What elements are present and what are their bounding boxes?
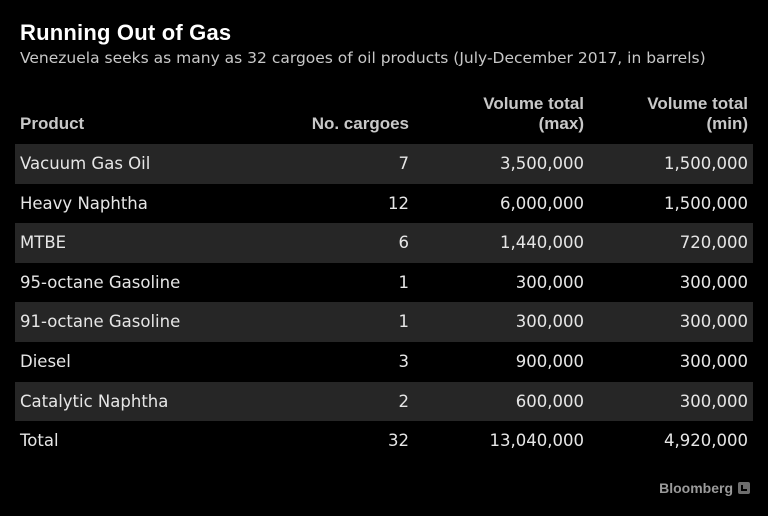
cell-volume-max: 6,000,000 — [500, 193, 584, 213]
cell-volume-max: 300,000 — [515, 272, 584, 292]
cell-product: MTBE — [20, 233, 67, 253]
cell-product: Heavy Naphtha — [20, 193, 148, 213]
cell-volume-max: 1,440,000 — [500, 233, 584, 253]
cell-volume-min: 300,000 — [679, 312, 748, 332]
table-header: Product No. cargoes Volume total (max) V… — [15, 92, 753, 138]
total-volume-max: 13,040,000 — [489, 431, 584, 450]
cell-cargoes: 1 — [398, 272, 410, 292]
cell-cargoes: 12 — [388, 193, 409, 213]
cell-volume-min: 1,500,000 — [664, 193, 748, 213]
table-row: Diesel 3 900,000 300,000 — [15, 342, 753, 382]
cell-cargoes: 7 — [398, 154, 410, 173]
cell-cargoes: 3 — [398, 351, 410, 371]
header-volume-max-line1: Volume total — [483, 94, 584, 113]
cell-cargoes: 2 — [398, 391, 410, 411]
table-body: Vacuum Gas Oil 7 3,500,000 1,500,000 Heavy N… — [15, 144, 753, 422]
cell-volume-max: 3,500,000 — [500, 154, 584, 173]
header-volume-max-line2: (max) — [538, 114, 584, 133]
cell-product: Vacuum Gas Oil — [20, 154, 151, 173]
cell-volume-min: 720,000 — [679, 233, 748, 253]
table-row: 95-octane Gasoline 1 300,000 300,000 — [15, 263, 753, 303]
cell-volume-min: 1,500,000 — [664, 154, 748, 173]
header-volume-min: Volume total (min) — [588, 94, 748, 134]
source-label: Bloomberg — [659, 480, 733, 496]
cell-cargoes: 1 — [398, 312, 410, 332]
chart-subtitle: Venezuela seeks as many as 32 cargoes of… — [20, 49, 706, 67]
header-volume-min-line1: Volume total — [647, 94, 748, 113]
cell-volume-max: 600,000 — [515, 391, 584, 411]
table-row: Heavy Naphtha 12 6,000,000 1,500,000 — [15, 184, 753, 224]
header-volume-min-line2: (min) — [706, 114, 748, 133]
cell-product: 91-octane Gasoline — [20, 312, 181, 332]
header-volume-max: Volume total (max) — [424, 94, 584, 134]
cell-cargoes: 6 — [398, 233, 410, 253]
cell-volume-max: 300,000 — [515, 312, 584, 332]
cell-volume-max: 900,000 — [515, 351, 584, 371]
cell-product: 95-octane Gasoline — [20, 272, 181, 292]
cell-product: Diesel — [20, 351, 71, 371]
header-product: Product — [20, 114, 85, 133]
chart-title: Running Out of Gas — [20, 20, 232, 45]
table-row: MTBE 6 1,440,000 720,000 — [15, 223, 753, 263]
total-volume-min: 4,920,000 — [664, 431, 748, 450]
table-row: Catalytic Naphtha 2 600,000 300,000 — [15, 381, 753, 422]
source-credit: Bloomberg — [659, 480, 750, 496]
total-cargoes: 32 — [388, 431, 409, 450]
cell-product: Catalytic Naphtha — [20, 391, 169, 411]
cell-volume-min: 300,000 — [679, 272, 748, 292]
total-label: Total — [20, 431, 59, 450]
cell-volume-min: 300,000 — [679, 351, 748, 371]
table-row: Vacuum Gas Oil 7 3,500,000 1,500,000 — [15, 144, 753, 184]
cell-volume-min: 300,000 — [679, 391, 748, 411]
header-cargoes: No. cargoes — [311, 114, 409, 133]
table-row: 91-octane Gasoline 1 300,000 300,000 — [15, 302, 753, 342]
bloomberg-logo-icon — [738, 482, 750, 494]
total-row: Total 32 13,040,000 4,920,000 — [15, 421, 753, 461]
